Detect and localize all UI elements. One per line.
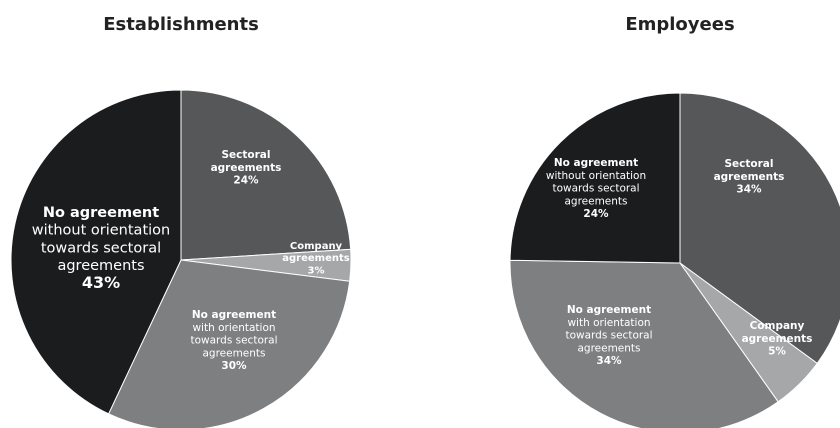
slice-label-line-1-0-1: agreements xyxy=(714,171,785,183)
slice-label-line-1-2-1: with orientation xyxy=(567,317,650,329)
slice-label-line-1-1-1: agreements xyxy=(742,333,813,345)
slice-value-0-1: 3% xyxy=(308,265,325,276)
pie-slice-1-3 xyxy=(509,92,681,264)
slice-label-0-3: No agreement without orientation towards s… xyxy=(32,205,170,292)
slice-label-line-1-1-0: Company xyxy=(750,320,805,332)
slice-label-1-1: Company agreements 5% xyxy=(742,320,813,358)
slice-label-0-1: Company agreements 3% xyxy=(282,241,350,276)
slice-label-line-1-2-2: towards sectoral xyxy=(565,330,652,342)
slice-label-line-0-3-3: agreements xyxy=(57,258,144,274)
slice-label-line-0-3-2: towards sectoral xyxy=(41,240,161,256)
slice-value-1-3: 24% xyxy=(583,208,609,220)
slice-label-1-2: No agreement with orientation towards sect… xyxy=(565,304,652,367)
slice-label-1-0: Sectoral agreements 34% xyxy=(714,158,785,196)
slice-label-line-0-1-1: agreements xyxy=(282,253,350,264)
slice-label-line-1-2-0: No agreement xyxy=(567,304,651,316)
slice-label-line-1-3-0: No agreement xyxy=(554,157,638,169)
slice-value-0-2: 30% xyxy=(221,360,247,372)
slice-label-line-0-2-0: No agreement xyxy=(192,309,276,321)
slice-label-0-0: Sectoral agreements 24% xyxy=(211,149,282,187)
pie-slice-0-2 xyxy=(107,259,351,428)
slice-label-line-0-0-0: Sectoral xyxy=(221,149,270,161)
slice-label-1-3: No agreement without orientation towards s… xyxy=(546,157,646,220)
slice-value-0-0: 24% xyxy=(233,175,259,187)
slice-label-0-2: No agreement with orientation towards sect… xyxy=(190,309,277,372)
slice-value-0-3: 43% xyxy=(82,273,120,292)
pie-slice-0-3 xyxy=(10,89,182,415)
slice-label-line-0-2-1: with orientation xyxy=(192,322,275,334)
chart-title-establishments: Establishments xyxy=(103,14,259,35)
slice-label-line-0-3-0: No agreement xyxy=(43,205,159,221)
pie-slice-0-0 xyxy=(180,89,352,261)
slice-label-line-0-1-0: Company xyxy=(290,241,343,252)
slice-label-line-0-3-1: without orientation xyxy=(32,223,170,239)
slice-label-line-0-2-3: agreements xyxy=(202,347,265,359)
slice-label-line-1-3-1: without orientation xyxy=(546,170,646,182)
slice-label-line-1-2-3: agreements xyxy=(577,342,640,354)
chart-title-employees: Employees xyxy=(625,14,735,35)
slice-label-line-1-0-0: Sectoral xyxy=(724,158,773,170)
slice-value-1-1: 5% xyxy=(768,346,786,358)
slice-label-line-1-3-3: agreements xyxy=(564,195,627,207)
slice-label-line-1-3-2: towards sectoral xyxy=(552,183,639,195)
slice-value-1-0: 34% xyxy=(736,184,762,196)
slice-label-line-0-0-1: agreements xyxy=(211,162,282,174)
slice-label-line-0-2-2: towards sectoral xyxy=(190,335,277,347)
pie-slice-1-2 xyxy=(509,259,779,428)
slice-value-1-2: 34% xyxy=(596,355,622,367)
